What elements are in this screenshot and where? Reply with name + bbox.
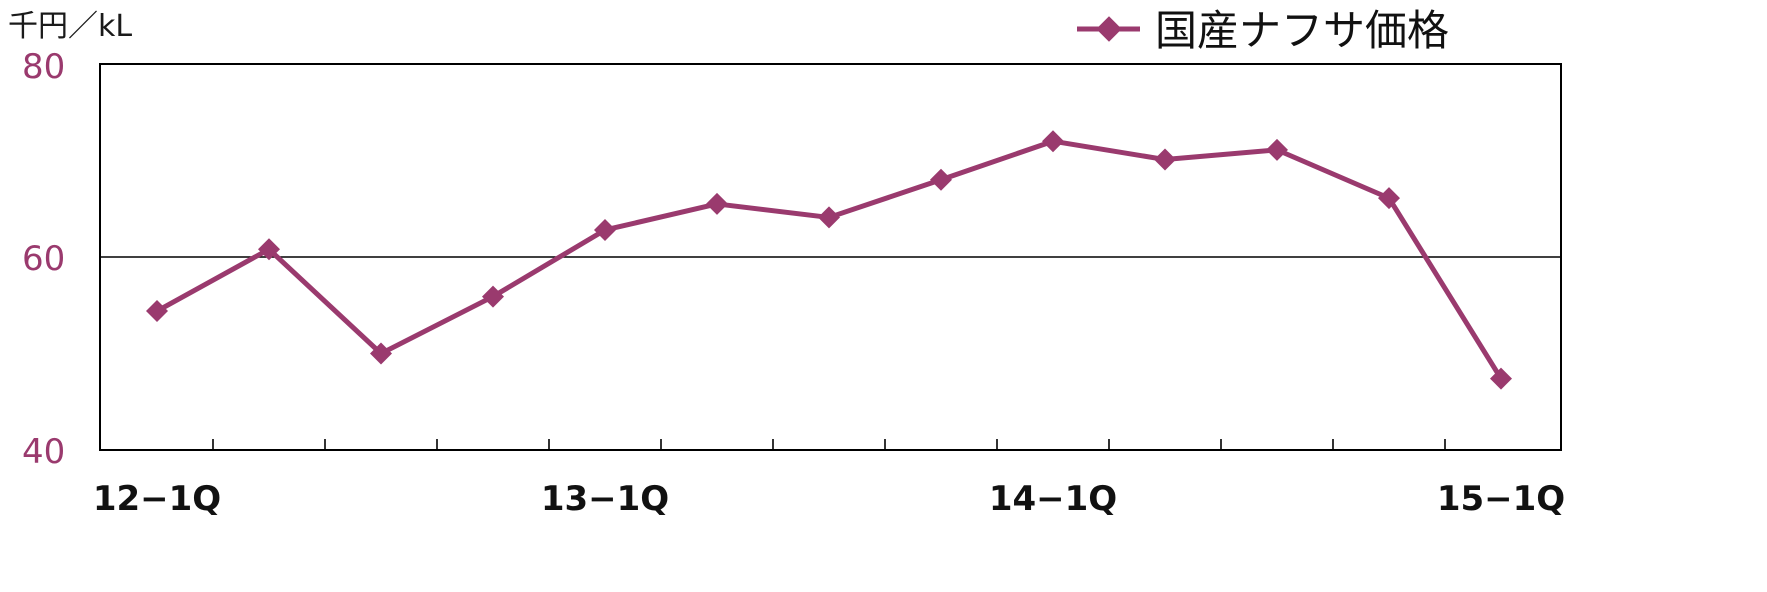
y-unit-label: 千円／kL [8,9,132,44]
data-point-marker [1490,367,1512,390]
data-point-marker [1378,187,1400,210]
legend-marker-diamond [1096,16,1122,42]
y-tick-label-60: 60 [22,239,65,279]
data-point-marker [258,238,280,261]
data-point-marker [594,218,616,241]
x-tick-label-14-1q: 14−1Q [989,479,1117,519]
data-point-marker [482,285,504,308]
x-tick-label-13-1q: 13−1Q [541,479,669,519]
series-line [155,138,1504,380]
data-point-marker [1154,148,1176,171]
x-tick-label-15-1q: 15−1Q [1437,479,1565,519]
series-domestic-naphtha-price [146,130,1512,390]
data-point-marker [930,168,952,191]
data-point-marker [1042,130,1064,153]
data-point-marker [1266,138,1288,161]
data-point-marker [706,192,728,215]
data-point-marker [818,206,840,229]
legend-label: 国産ナフサ価格 [1155,6,1449,55]
x-tick-label-12-1q: 12−1Q [93,479,221,519]
x-tick-marks [212,439,1446,450]
y-tick-label-40: 40 [22,432,65,472]
y-tick-label-80: 80 [22,47,65,87]
data-point-marker [370,342,392,365]
legend: 国産ナフサ価格 [1077,6,1449,55]
data-point-marker [146,300,168,323]
